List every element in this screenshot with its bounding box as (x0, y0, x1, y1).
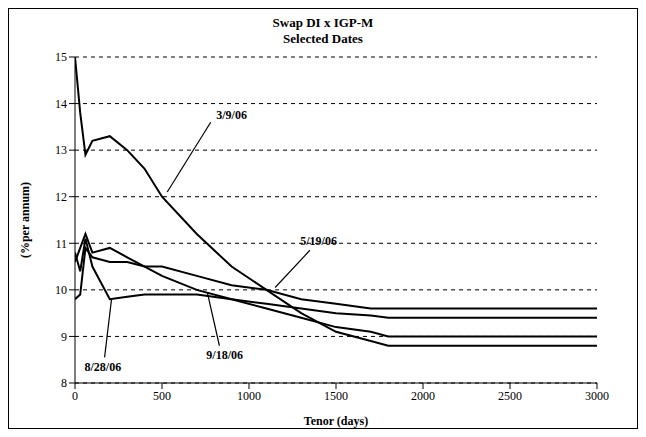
svg-text:(%per annum): (%per annum) (18, 182, 32, 258)
html-text:Swap DI x IGP-M: Swap DI x IGP-M (272, 15, 374, 30)
svg-text:8: 8 (61, 376, 67, 390)
svg-text:0: 0 (72, 389, 78, 403)
svg-text:13: 13 (55, 143, 67, 157)
svg-text:11: 11 (55, 237, 67, 251)
svg-text:Tenor (days): Tenor (days) (304, 414, 368, 428)
svg-text:9: 9 (61, 330, 67, 344)
svg-text:10: 10 (55, 283, 67, 297)
svg-text:2000: 2000 (411, 389, 435, 403)
svg-text:3/9/06: 3/9/06 (216, 108, 247, 122)
svg-text:15: 15 (55, 53, 67, 64)
svg-text:1500: 1500 (324, 389, 348, 403)
svg-text:14: 14 (55, 97, 67, 111)
html-text:Selected Dates: Selected Dates (283, 31, 363, 46)
svg-text:8/28/06: 8/28/06 (85, 360, 122, 374)
svg-text:500: 500 (153, 389, 171, 403)
svg-text:3000: 3000 (585, 389, 609, 403)
svg-text:1000: 1000 (237, 389, 261, 403)
svg-text:12: 12 (55, 190, 67, 204)
svg-text:2500: 2500 (498, 389, 522, 403)
svg-text:5/19/06: 5/19/06 (300, 234, 337, 248)
svg-text:9/18/06: 9/18/06 (206, 348, 243, 362)
